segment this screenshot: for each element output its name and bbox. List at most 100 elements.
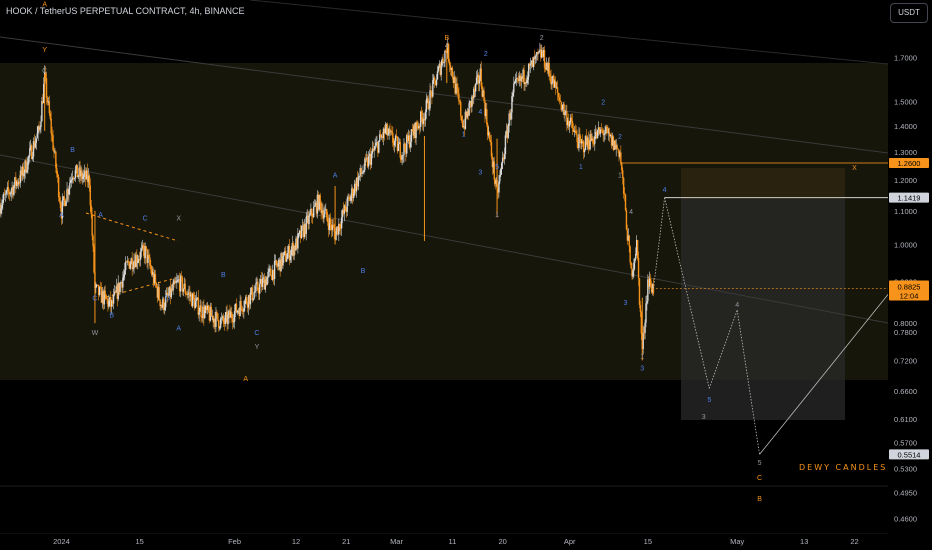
- candle-body: [217, 313, 219, 321]
- candle-body: [416, 122, 418, 127]
- x-axis[interactable]: 2024 15 Feb 12 21 Mar 11 20 Apr 15 May 13 22: [0, 534, 932, 550]
- candle-body: [345, 210, 347, 212]
- x-tick-label: May: [730, 537, 744, 546]
- candle-body: [610, 134, 613, 146]
- candle-body: [535, 54, 537, 57]
- candle-body: [6, 187, 9, 191]
- price-badge-upper: [889, 157, 929, 168]
- candle-body: [387, 133, 389, 136]
- candle-body: [561, 108, 563, 110]
- price-badge-target-text: 0.5514: [898, 450, 921, 459]
- currency-button[interactable]: USDT: [890, 3, 928, 23]
- candle-body: [488, 132, 491, 140]
- candle-body: [439, 63, 441, 75]
- candle-body: [87, 175, 90, 182]
- candle-body: [298, 233, 300, 235]
- candle-body: [365, 158, 367, 160]
- candle-body: [312, 206, 315, 218]
- candle-body: [404, 143, 406, 150]
- candle-body: [473, 88, 475, 99]
- wave-label: 4: [735, 302, 739, 309]
- y-axis[interactable]: 1.90001.70001.50001.40001.30001.20001.10…: [888, 0, 932, 534]
- candle-body: [210, 306, 212, 317]
- candle-body: [218, 320, 220, 328]
- candle-body: [257, 281, 259, 291]
- wave-label: 2: [618, 134, 622, 141]
- candle-body: [213, 318, 215, 323]
- candle-body: [507, 125, 509, 138]
- candle-body: [635, 239, 638, 254]
- candle-body: [523, 69, 525, 85]
- candle-body: [273, 260, 276, 280]
- candle-body: [579, 134, 581, 139]
- candle-body: [4, 193, 7, 195]
- candle-body: [30, 145, 32, 149]
- candle-body: [347, 197, 349, 199]
- candle-body: [11, 187, 13, 191]
- wave-label: 1: [495, 212, 499, 219]
- candle-body: [50, 118, 52, 134]
- countdown-text: 12:04: [900, 292, 919, 301]
- candle-body: [147, 255, 149, 264]
- candle-body: [205, 306, 207, 311]
- candle-body: [572, 128, 575, 132]
- candle-body: [524, 82, 526, 85]
- candle-body: [130, 258, 132, 264]
- candle-body: [58, 197, 61, 202]
- candle-body: [70, 179, 73, 181]
- candle-body: [588, 147, 590, 150]
- wave-label: 4: [445, 43, 449, 50]
- candle-body: [250, 287, 253, 293]
- candle-body: [2, 199, 4, 205]
- candle-body: [84, 171, 87, 180]
- candle-body: [363, 169, 365, 173]
- candle-body: [110, 297, 112, 307]
- candle-body: [344, 205, 347, 211]
- candle-body: [608, 132, 610, 134]
- candle-body: [539, 49, 541, 52]
- candle-body: [104, 290, 106, 295]
- candle-body: [559, 100, 562, 102]
- candle-body: [181, 277, 184, 292]
- candle-body: [161, 305, 163, 308]
- candle-body: [158, 287, 160, 300]
- candle-body: [587, 137, 589, 148]
- candle-body: [468, 103, 470, 116]
- candle-body: [618, 149, 620, 157]
- candle-body: [69, 182, 71, 190]
- candle-body: [501, 162, 503, 170]
- candle-body: [20, 170, 23, 176]
- candle-body: [324, 210, 326, 215]
- candle-body: [306, 215, 308, 218]
- candle-body: [301, 225, 304, 227]
- candle-body: [254, 291, 256, 293]
- candle-body: [239, 301, 241, 316]
- candle-body: [422, 118, 425, 125]
- candle-body: [597, 127, 600, 131]
- candle-body: [486, 109, 488, 125]
- candle-body: [103, 290, 105, 305]
- candle-body: [57, 176, 60, 198]
- candle-body: [590, 134, 592, 141]
- y-tick-label: 1.1000: [894, 207, 917, 216]
- candle-body: [382, 128, 385, 139]
- candle-body: [31, 156, 34, 159]
- candle-body: [188, 292, 190, 294]
- candle-body: [499, 174, 501, 182]
- candle-body: [114, 291, 117, 293]
- candle-body: [258, 283, 261, 294]
- wave-label: B: [444, 35, 449, 42]
- candle-body: [92, 235, 94, 247]
- candle-body: [630, 262, 632, 269]
- candle-body: [612, 136, 615, 150]
- candle-body: [463, 126, 466, 129]
- candle-body: [608, 132, 611, 137]
- candle-body: [200, 305, 202, 318]
- candle-body: [116, 286, 118, 300]
- candle-body: [168, 286, 171, 296]
- candle-body: [216, 312, 218, 314]
- candle-body: [77, 175, 79, 178]
- y-tick-label: 1.3000: [894, 148, 917, 157]
- candle-body: [68, 189, 70, 195]
